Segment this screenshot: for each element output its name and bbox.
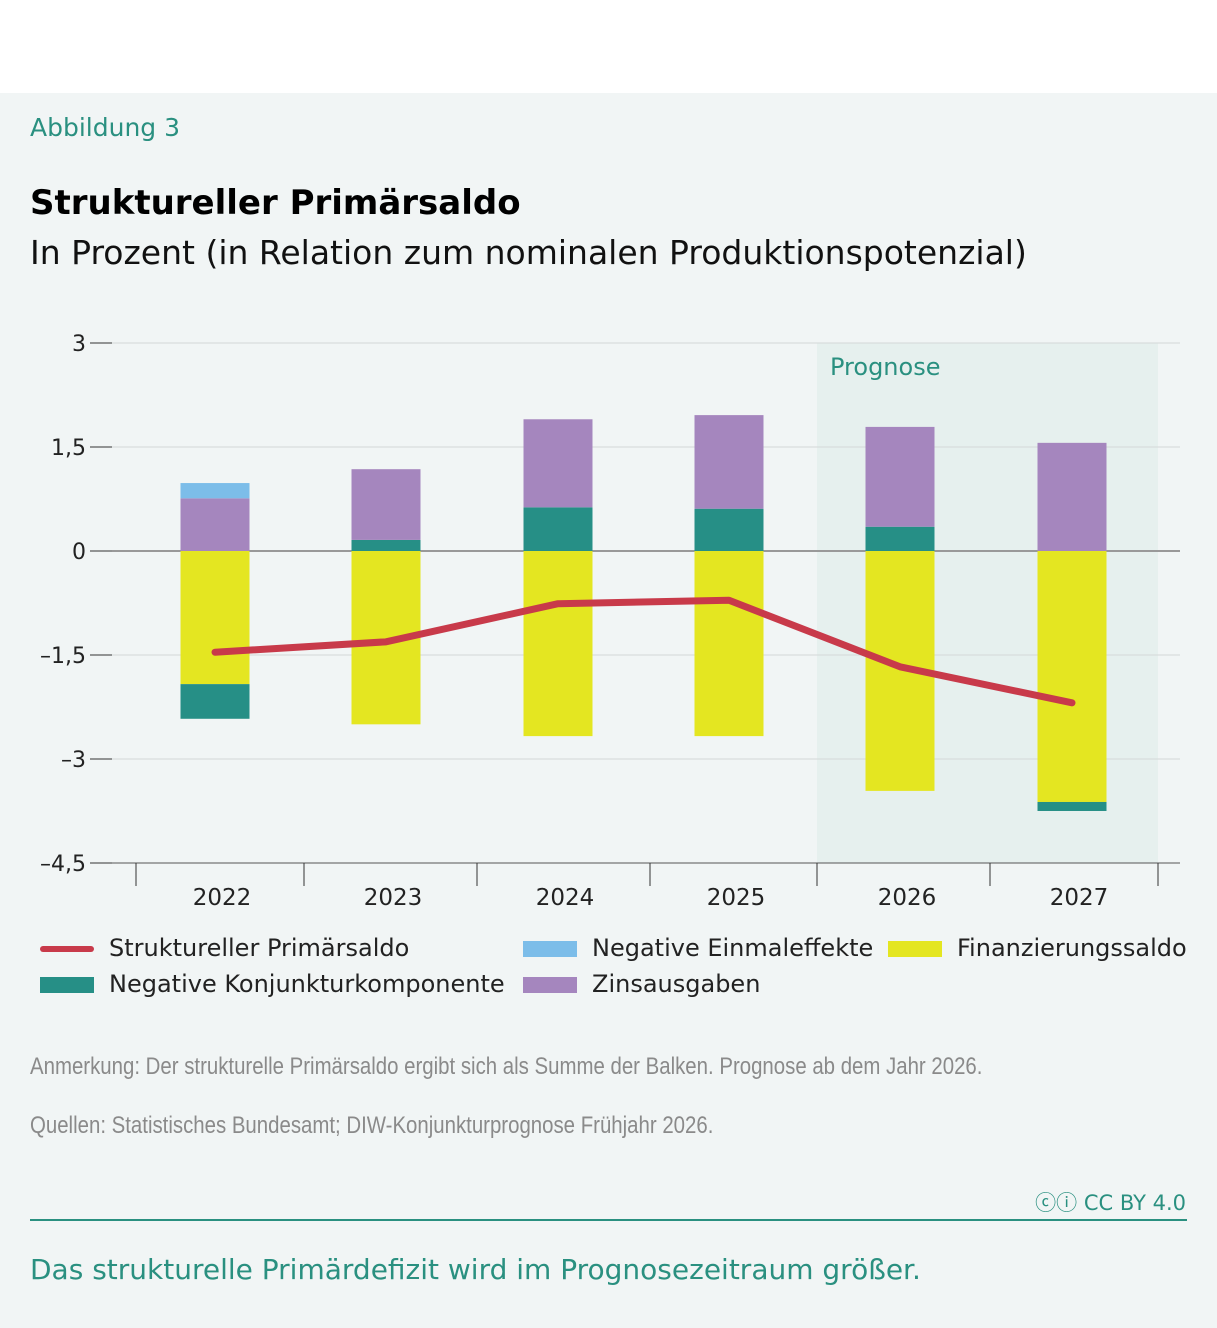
legend-label: Struktureller Primärsaldo	[109, 934, 410, 962]
legend-label: Negative Konjunkturkomponente	[109, 970, 505, 998]
chart-title: Struktureller Primärsaldo	[30, 183, 521, 223]
x-tick-label: 2024	[536, 885, 595, 911]
bar-negative-konjunkturkomponente	[523, 507, 593, 551]
legend-swatch	[888, 941, 942, 957]
divider	[30, 1219, 1187, 1221]
figure-label: Abbildung 3	[30, 113, 181, 142]
legend-swatch	[523, 977, 577, 993]
bar-negative-konjunkturkomponente	[351, 539, 421, 551]
prognose-label: Prognose	[830, 353, 940, 381]
chart-subtitle: In Prozent (in Relation zum nominalen Pr…	[30, 233, 1027, 272]
bar-negative-konjunkturkomponente	[180, 684, 250, 719]
y-tick-label: 3	[72, 332, 86, 357]
bar-negative-konjunkturkomponente	[694, 508, 764, 551]
bar-finanzierungssaldo	[523, 551, 593, 737]
chart: Prognose 3 1,5 0 –1,5 –3 –4,5 2022 2023 2024 2025 2…	[40, 332, 1180, 911]
bar-finanzierungssaldo	[694, 551, 764, 737]
x-tick-label: 2023	[364, 885, 423, 911]
legend-label: Zinsausgaben	[592, 970, 761, 998]
bar-zinsausgaben	[865, 426, 935, 527]
legend-swatch	[40, 977, 94, 993]
bar-negative-einmaleffekte	[180, 483, 250, 499]
takeaway: Das strukturelle Primärdefizit wird im P…	[30, 1253, 921, 1286]
legend-label: Finanzierungssaldo	[957, 934, 1187, 962]
x-tick-label: 2025	[707, 885, 766, 911]
bar-negative-konjunkturkomponente	[1037, 801, 1107, 811]
bar-finanzierungssaldo	[1037, 551, 1107, 802]
bar-finanzierungssaldo	[180, 551, 250, 685]
bar-zinsausgaben	[351, 469, 421, 540]
note: Anmerkung: Der strukturelle Primärsaldo …	[30, 1053, 983, 1080]
y-tick-label: –1,5	[40, 644, 86, 669]
bar-zinsausgaben	[180, 498, 250, 551]
legend-label: Negative Einmaleffekte	[592, 934, 874, 962]
line-struktureller-primarsaldo	[211, 596, 1076, 707]
x-tick-label: 2022	[193, 885, 252, 911]
legend-swatch	[523, 941, 577, 957]
cc-icon: ⓒⓘ	[1035, 1191, 1084, 1215]
license: ⓒⓘ CC BY 4.0	[1035, 1187, 1186, 1217]
sources: Quellen: Statistisches Bundesamt; DIW-Ko…	[30, 1112, 714, 1139]
y-tick-label: –3	[61, 748, 86, 773]
y-tick-label: 1,5	[51, 436, 86, 461]
legend-swatch	[40, 946, 94, 952]
x-tick-label: 2027	[1050, 885, 1109, 911]
bar-negative-konjunkturkomponente	[865, 526, 935, 551]
bar-zinsausgaben	[694, 415, 764, 509]
x-tick-label: 2026	[878, 885, 937, 911]
license-text: CC BY 4.0	[1083, 1191, 1186, 1215]
y-tick-label: –4,5	[40, 852, 86, 877]
bar-zinsausgaben	[523, 419, 593, 508]
y-tick-label: 0	[72, 540, 86, 565]
bar-zinsausgaben	[1037, 442, 1107, 551]
